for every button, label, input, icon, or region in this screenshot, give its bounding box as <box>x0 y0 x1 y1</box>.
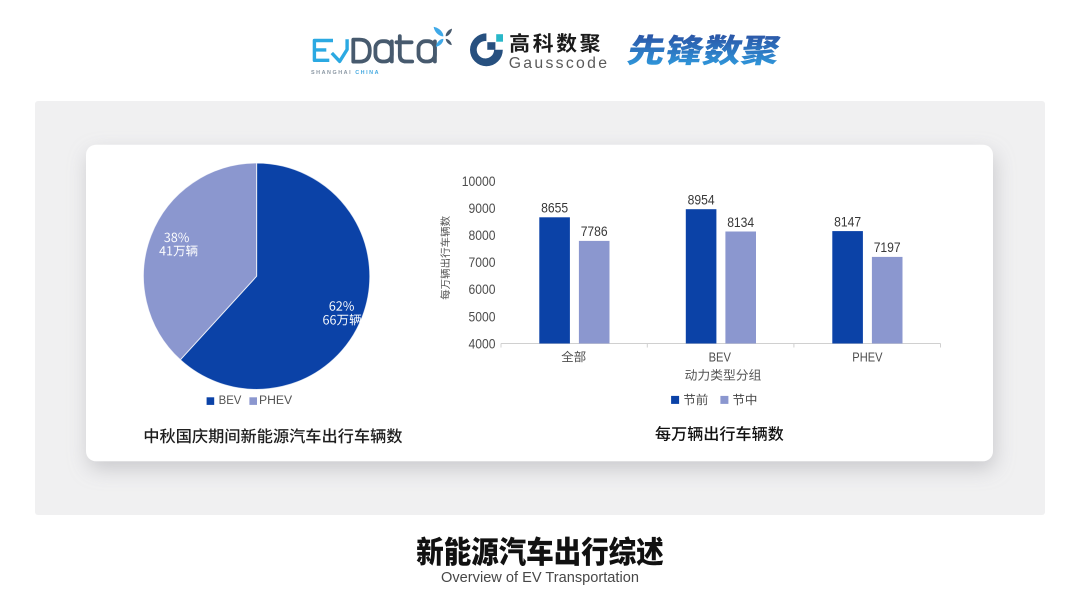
svg-text:7197: 7197 <box>874 240 901 255</box>
svg-text:8000: 8000 <box>469 228 496 243</box>
svg-text:8655: 8655 <box>541 201 568 216</box>
svg-text:9000: 9000 <box>469 201 496 216</box>
svg-text:8954: 8954 <box>688 193 715 208</box>
svg-text:5000: 5000 <box>469 309 496 324</box>
svg-text:7000: 7000 <box>469 255 496 270</box>
svg-text:SHANGHAI CHINA: SHANGHAI CHINA <box>311 70 380 76</box>
svg-text:7786: 7786 <box>581 224 608 239</box>
svg-text:10000: 10000 <box>462 174 496 189</box>
svg-text:4000: 4000 <box>469 336 496 351</box>
svg-text:8134: 8134 <box>727 215 754 230</box>
svg-text:8147: 8147 <box>834 214 861 229</box>
svg-text:6000: 6000 <box>469 282 496 297</box>
svg-text:PHEV: PHEV <box>852 350 883 365</box>
svg-text:BEV: BEV <box>709 350 732 365</box>
svg-text:Overview of EV Transportation: Overview of EV Transportation <box>441 570 639 586</box>
svg-text:PHEV: PHEV <box>259 393 293 407</box>
svg-text:BEV: BEV <box>219 393 243 407</box>
svg-text:Gausscode: Gausscode <box>509 55 610 72</box>
